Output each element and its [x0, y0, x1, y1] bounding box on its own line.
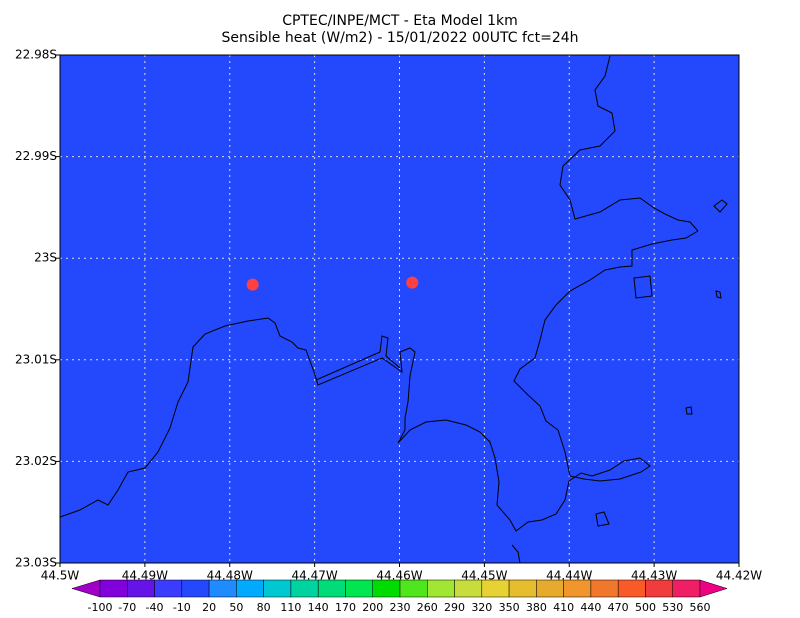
colorbar-label: -10 — [173, 601, 191, 614]
lon-tick-label: 44.5W — [41, 569, 80, 583]
colorbar-box — [617, 579, 646, 598]
colorbar-box — [563, 579, 592, 598]
colorbar-label: 500 — [635, 601, 656, 614]
colorbar-label: 230 — [390, 601, 411, 614]
colorbar-label: 260 — [417, 601, 438, 614]
colorbar-box — [208, 579, 237, 598]
colorbar-triangle — [71, 579, 101, 598]
colorbar-label: -40 — [146, 601, 164, 614]
colorbar-label: 380 — [526, 601, 547, 614]
colorbar-label: 20 — [202, 601, 216, 614]
colorbar-label: 410 — [553, 601, 574, 614]
colorbar-label: 440 — [580, 601, 601, 614]
colorbar-box — [236, 579, 264, 598]
lon-tick-label: 44.43W — [631, 569, 677, 583]
lon-tick-label: 44.46W — [376, 569, 422, 583]
colorbar-box — [372, 579, 401, 598]
colorbar-box — [508, 579, 537, 598]
colorbar-label: 470 — [608, 601, 629, 614]
lat-tick-label: 23S — [34, 251, 57, 265]
lon-tick-label: 44.47W — [292, 569, 338, 583]
colorbar-box — [672, 579, 701, 598]
colorbar-label: 290 — [444, 601, 465, 614]
marker-dot — [246, 278, 259, 291]
lon-tick-label: 44.48W — [207, 569, 253, 583]
colorbar-box — [99, 579, 128, 598]
colorbar-label: -70 — [118, 601, 136, 614]
lon-tick-label: 44.42W — [716, 569, 762, 583]
colorbar-label: 350 — [499, 601, 520, 614]
lon-tick-label: 44.49W — [122, 569, 168, 583]
colorbar-label: -100 — [88, 601, 113, 614]
lat-tick-label: 23.01S — [15, 352, 57, 366]
colorbar-label: 80 — [257, 601, 271, 614]
colorbar-box — [345, 579, 373, 598]
colorbar-box — [427, 579, 455, 598]
colorbar-box — [454, 579, 483, 598]
coastline — [59, 55, 728, 564]
colorbar-box — [590, 579, 619, 598]
colorbar-label: 170 — [335, 601, 356, 614]
colorbar-box — [536, 579, 564, 598]
colorbar-box — [645, 579, 673, 598]
colorbar-box — [263, 579, 292, 598]
colorbar-box — [290, 579, 319, 598]
title-line: Sensible heat (W/m2) - 15/01/2022 00UTC … — [221, 30, 578, 46]
colorbar-label: 50 — [229, 601, 243, 614]
colorbar-box — [127, 579, 155, 598]
colorbar-label: 320 — [471, 601, 492, 614]
colorbar-box — [181, 579, 210, 598]
colorbar-label: 110 — [280, 601, 301, 614]
colorbar-box — [317, 579, 346, 598]
lat-tick-label: 23.03S — [15, 556, 57, 570]
marker-dot — [406, 276, 419, 289]
colorbar-box — [481, 579, 510, 598]
colorbar-box — [154, 579, 183, 598]
colorbar-box — [399, 579, 428, 598]
colorbar-label: 560 — [690, 601, 711, 614]
colorbar-label: 140 — [308, 601, 329, 614]
lat-tick-label: 22.98S — [15, 48, 57, 62]
colorbar-triangle — [699, 579, 728, 598]
colorbar-label: 200 — [362, 601, 383, 614]
lat-tick-label: 22.99S — [15, 149, 57, 163]
lon-tick-label: 44.45W — [461, 569, 507, 583]
lat-tick-label: 23.02S — [15, 454, 57, 468]
title-line: CPTEC/INPE/MCT - Eta Model 1km — [282, 13, 518, 29]
lon-tick-label: 44.44W — [546, 569, 592, 583]
colorbar-label: 530 — [662, 601, 683, 614]
